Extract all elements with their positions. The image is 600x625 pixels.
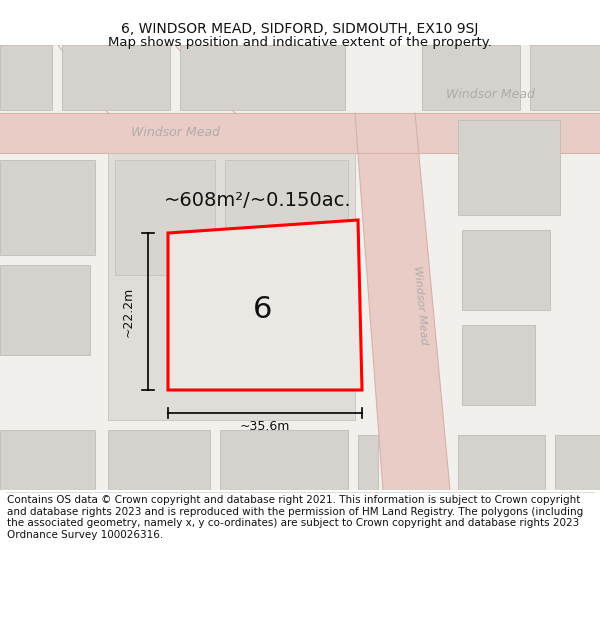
Polygon shape: [355, 113, 450, 490]
Polygon shape: [62, 45, 170, 110]
Text: ~608m²/~0.150ac.: ~608m²/~0.150ac.: [164, 191, 352, 209]
Polygon shape: [358, 435, 378, 490]
Polygon shape: [458, 435, 545, 490]
Polygon shape: [168, 220, 362, 390]
Polygon shape: [225, 160, 348, 260]
Text: Contains OS data © Crown copyright and database right 2021. This information is : Contains OS data © Crown copyright and d…: [7, 495, 583, 540]
Text: Windsor Mead: Windsor Mead: [131, 126, 220, 139]
Polygon shape: [220, 430, 348, 490]
Polygon shape: [180, 45, 345, 110]
Text: Windsor Mead: Windsor Mead: [446, 89, 535, 101]
Polygon shape: [462, 230, 550, 310]
Text: 6, WINDSOR MEAD, SIDFORD, SIDMOUTH, EX10 9SJ: 6, WINDSOR MEAD, SIDFORD, SIDMOUTH, EX10…: [121, 22, 479, 36]
Polygon shape: [458, 120, 560, 215]
Polygon shape: [0, 430, 95, 490]
Polygon shape: [0, 265, 90, 355]
Polygon shape: [0, 113, 600, 153]
Text: Windsor Mead: Windsor Mead: [412, 265, 428, 345]
Text: ~22.2m: ~22.2m: [121, 286, 134, 337]
Polygon shape: [0, 45, 52, 110]
Text: Map shows position and indicative extent of the property.: Map shows position and indicative extent…: [108, 36, 492, 49]
Polygon shape: [462, 325, 535, 405]
Polygon shape: [0, 160, 95, 255]
Polygon shape: [108, 430, 210, 490]
Polygon shape: [115, 160, 215, 275]
Polygon shape: [555, 435, 600, 490]
Polygon shape: [0, 45, 600, 490]
Polygon shape: [530, 45, 600, 110]
Polygon shape: [108, 153, 355, 420]
Text: ~35.6m: ~35.6m: [240, 421, 290, 434]
Text: 6: 6: [253, 296, 272, 324]
Polygon shape: [422, 45, 520, 110]
